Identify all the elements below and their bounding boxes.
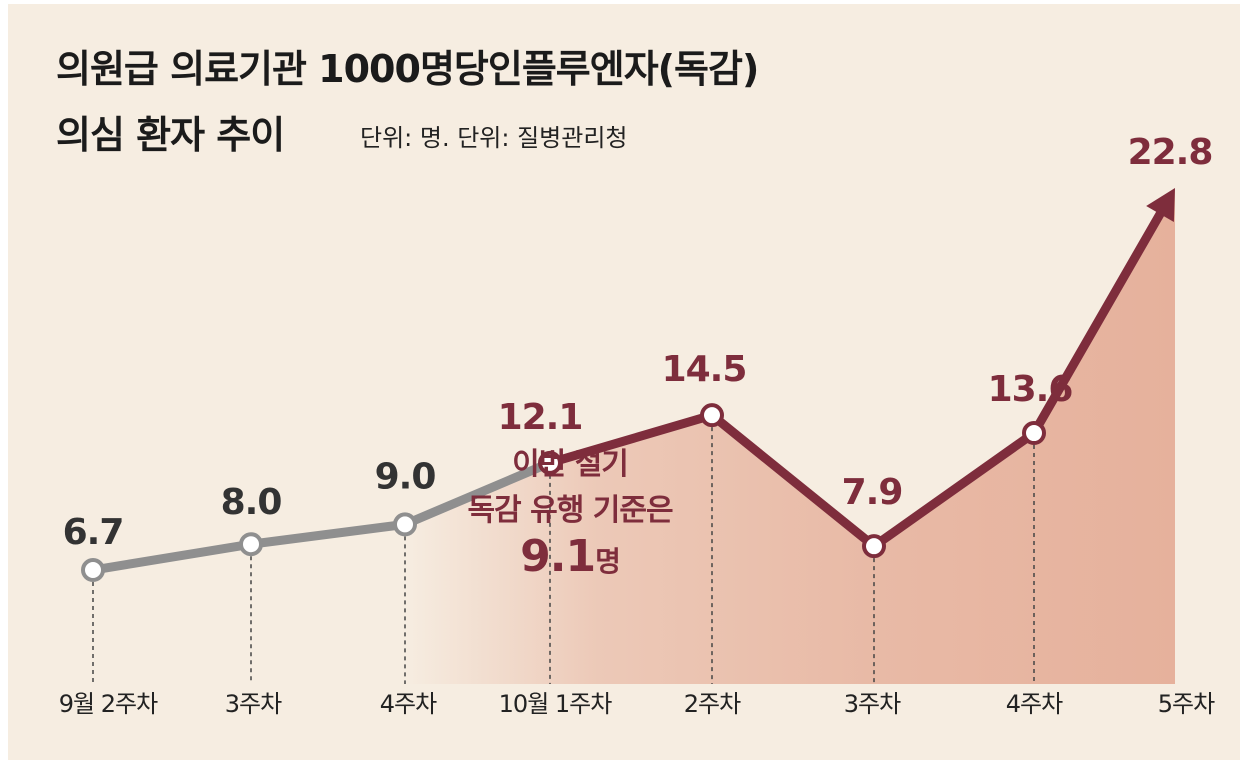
x-tick-label: 4주차 xyxy=(380,690,437,718)
data-label: 12.1 xyxy=(498,397,583,438)
data-label: 7.9 xyxy=(842,472,903,513)
annotation-value: 9.1 xyxy=(520,531,596,582)
x-tick-label: 2주차 xyxy=(684,690,741,718)
data-label: 13.6 xyxy=(988,369,1073,410)
annotation-line1: 이번 절기 xyxy=(512,447,629,482)
data-point xyxy=(81,558,105,583)
highlight-area xyxy=(405,188,1175,684)
x-tick-label: 4주차 xyxy=(1006,690,1063,718)
unit-source-note: 단위: 명. 단위: 질병관리청 xyxy=(360,124,628,152)
data-point xyxy=(239,532,263,557)
threshold-annotation: 이번 절기 독감 유행 기준은 9.1명 xyxy=(440,442,700,585)
series-line-highlight xyxy=(545,410,1039,551)
data-point xyxy=(393,512,417,537)
data-point xyxy=(538,450,562,475)
data-point xyxy=(862,534,886,559)
annotation-line2: 독감 유행 기준은 xyxy=(467,493,673,528)
chart-title-line1: 의원급 의료기관 1000명당인플루엔자(독감) xyxy=(56,47,759,91)
series-line-before xyxy=(88,458,555,575)
data-label: 14.5 xyxy=(662,349,747,390)
data-label: 9.0 xyxy=(375,456,436,497)
data-point xyxy=(1022,421,1046,446)
annotation-unit: 명 xyxy=(595,545,621,578)
chart-title-line2: 의심 환자 추이 xyxy=(56,113,285,157)
x-tick-label: 10월 1주차 xyxy=(499,690,613,718)
x-tick-label: 3주차 xyxy=(225,690,282,718)
x-tick-label: 9월 2주차 xyxy=(59,690,158,718)
x-tick-label: 3주차 xyxy=(844,690,901,718)
data-label: 22.8 xyxy=(1128,132,1213,173)
series-arrow-shaft xyxy=(1029,199,1171,438)
x-tick-label: 5주차 xyxy=(1158,690,1215,718)
data-label: 6.7 xyxy=(63,512,124,553)
data-point xyxy=(700,403,724,428)
data-label: 8.0 xyxy=(221,482,282,523)
series-arrow-head xyxy=(1146,188,1175,222)
